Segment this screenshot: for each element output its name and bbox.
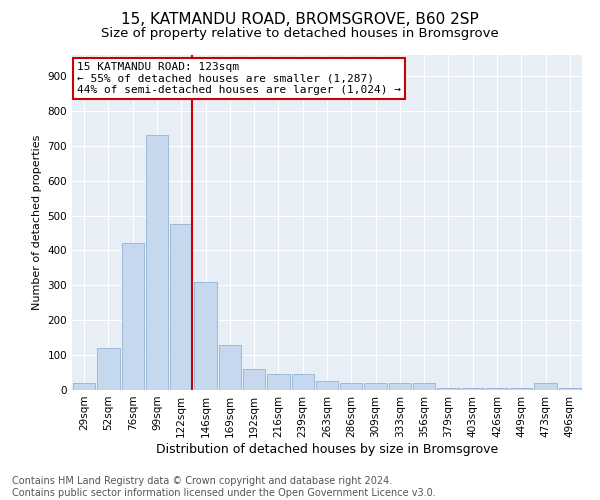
Bar	[218, 344, 241, 390]
Bar	[389, 383, 411, 390]
Bar	[292, 374, 314, 390]
Bar	[316, 382, 338, 390]
Bar	[437, 388, 460, 390]
Bar	[413, 383, 436, 390]
Y-axis label: Number of detached properties: Number of detached properties	[32, 135, 42, 310]
X-axis label: Distribution of detached houses by size in Bromsgrove: Distribution of detached houses by size …	[156, 442, 498, 456]
Bar	[170, 224, 193, 390]
Text: Size of property relative to detached houses in Bromsgrove: Size of property relative to detached ho…	[101, 28, 499, 40]
Bar	[243, 369, 265, 390]
Bar	[364, 383, 387, 390]
Bar	[73, 383, 95, 390]
Bar	[267, 374, 290, 390]
Bar	[461, 388, 484, 390]
Bar	[340, 383, 362, 390]
Bar	[122, 244, 144, 390]
Bar	[97, 348, 119, 390]
Bar	[146, 136, 168, 390]
Bar	[559, 388, 581, 390]
Bar	[535, 383, 557, 390]
Text: Contains HM Land Registry data © Crown copyright and database right 2024.
Contai: Contains HM Land Registry data © Crown c…	[12, 476, 436, 498]
Bar	[194, 282, 217, 390]
Text: 15 KATMANDU ROAD: 123sqm
← 55% of detached houses are smaller (1,287)
44% of sem: 15 KATMANDU ROAD: 123sqm ← 55% of detach…	[77, 62, 401, 95]
Bar	[486, 388, 508, 390]
Bar	[510, 388, 532, 390]
Text: 15, KATMANDU ROAD, BROMSGROVE, B60 2SP: 15, KATMANDU ROAD, BROMSGROVE, B60 2SP	[121, 12, 479, 28]
